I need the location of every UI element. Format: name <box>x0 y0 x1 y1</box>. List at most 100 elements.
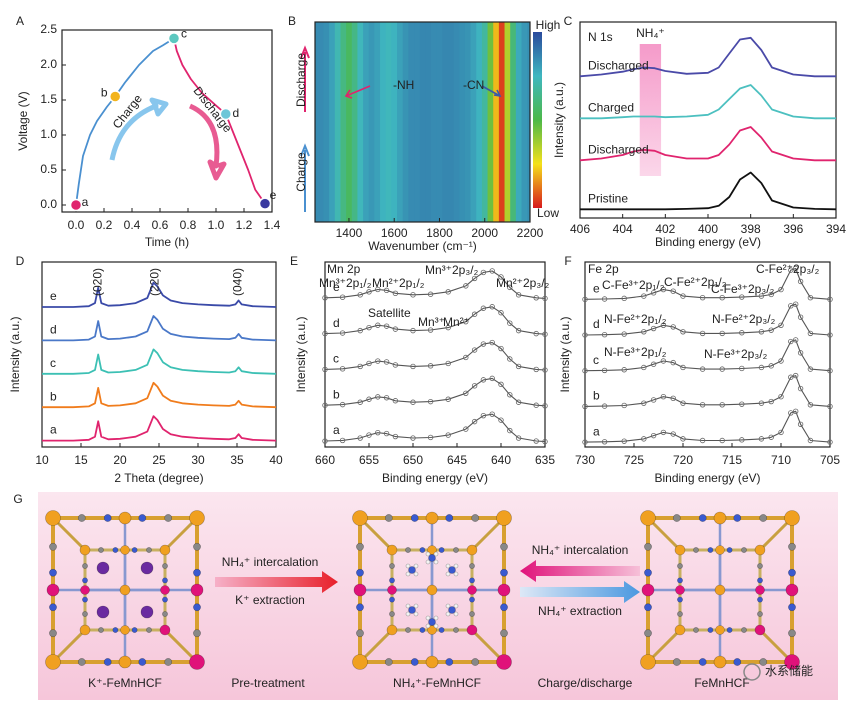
atom <box>788 542 796 551</box>
data-point <box>339 401 346 408</box>
atom <box>425 559 431 565</box>
x-tick-label: 396 <box>783 222 803 236</box>
y-axis-label: Intensity (a.u.) <box>294 316 308 392</box>
bond <box>163 628 199 664</box>
atom <box>112 627 119 633</box>
annotation: Satellite <box>368 306 411 320</box>
series-line <box>42 281 277 308</box>
atom <box>419 547 426 553</box>
data-point <box>383 359 390 365</box>
atom <box>49 542 57 551</box>
heat-stripe <box>436 22 443 222</box>
data-point <box>410 399 416 405</box>
heat-stripe <box>493 22 500 222</box>
atom <box>193 568 201 577</box>
atom <box>453 611 459 617</box>
data-point <box>739 437 745 443</box>
atom <box>733 514 742 522</box>
data-point <box>739 330 745 336</box>
series-line <box>580 171 837 211</box>
atom <box>677 577 683 584</box>
data-point <box>758 293 765 299</box>
data-point <box>463 318 469 325</box>
data-point <box>660 393 667 400</box>
data-point <box>768 363 774 369</box>
atom <box>425 623 431 629</box>
x-tick-label: 645 <box>447 453 467 467</box>
arrow <box>300 45 310 112</box>
step-bottom: NH₄⁺ extraction <box>538 604 622 618</box>
state-marker <box>258 197 272 210</box>
series-line <box>324 413 546 443</box>
data-point <box>699 437 706 444</box>
atom <box>45 510 61 526</box>
atom <box>82 577 88 584</box>
annotation: Fe 2p <box>588 262 619 276</box>
atom <box>640 654 656 670</box>
atom <box>433 615 439 621</box>
atom <box>79 544 91 556</box>
data-point <box>498 417 504 423</box>
x-tick-label: 10 <box>35 453 49 467</box>
data-point <box>807 330 814 337</box>
annotation: Mn³⁺ <box>418 315 445 329</box>
data-point <box>621 438 627 444</box>
atom <box>159 544 171 556</box>
data-point <box>322 366 328 373</box>
series-label: c <box>593 353 599 367</box>
heat-stripe <box>476 22 483 222</box>
data-point <box>410 292 416 298</box>
heat-stripe <box>430 22 438 222</box>
plot-frame <box>584 261 831 448</box>
atom <box>677 596 683 603</box>
data-point <box>463 426 469 432</box>
data-point <box>383 323 390 329</box>
data-point <box>827 332 833 338</box>
atom <box>46 583 60 597</box>
bond <box>358 516 394 552</box>
x-tick-label: 1400 <box>336 226 363 240</box>
atom <box>726 627 733 633</box>
plot-frame <box>324 261 546 448</box>
state-marker <box>219 107 233 121</box>
series-line <box>584 267 831 300</box>
data-point <box>375 394 381 400</box>
series-line <box>584 410 831 443</box>
heat-stripe <box>368 22 375 222</box>
data-point <box>670 395 676 402</box>
x-tick-label: 398 <box>741 222 761 236</box>
atom <box>82 611 88 617</box>
step-caption: Pre-treatment <box>231 676 305 690</box>
data-point <box>339 330 346 336</box>
bond <box>358 628 394 664</box>
atom <box>413 571 419 577</box>
data-point <box>357 435 363 441</box>
data-point <box>778 358 784 364</box>
atom <box>405 603 411 609</box>
x-tick-label: 0.6 <box>152 218 169 232</box>
state-label: d <box>232 106 239 120</box>
data-point <box>768 291 774 298</box>
data-point <box>489 375 495 382</box>
data-point <box>322 402 328 408</box>
data-point <box>621 295 627 302</box>
data-point <box>660 429 667 436</box>
data-point <box>768 398 774 405</box>
atom <box>445 514 454 522</box>
atom <box>471 514 480 522</box>
data-point <box>788 338 794 345</box>
data-point <box>542 331 548 337</box>
atom <box>426 584 438 596</box>
data-point <box>480 269 487 276</box>
data-point <box>793 301 799 307</box>
atom <box>413 563 419 569</box>
atom <box>469 596 475 603</box>
atom <box>644 629 652 638</box>
atom <box>469 611 475 617</box>
atom <box>754 624 766 636</box>
atom <box>453 547 459 553</box>
atom <box>164 658 173 666</box>
atom <box>641 583 655 597</box>
atom <box>387 585 397 595</box>
